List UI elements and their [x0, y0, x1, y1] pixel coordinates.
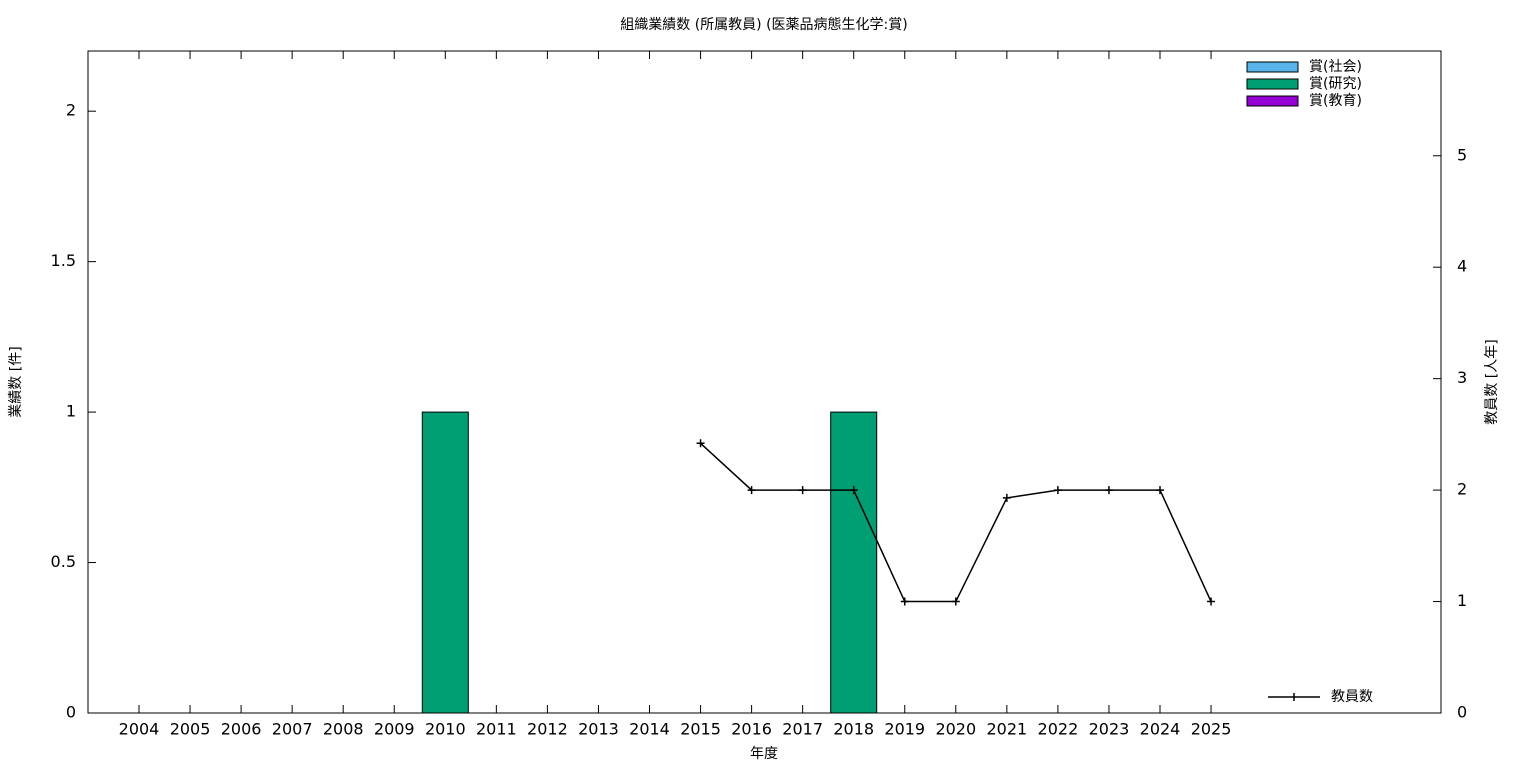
x-tick-label: 2018 — [833, 720, 874, 739]
x-tick-label: 2023 — [1089, 720, 1130, 739]
y-tick-label: 1 — [66, 402, 76, 421]
x-tick-label: 2005 — [170, 720, 211, 739]
y2-tick-label: 3 — [1457, 368, 1467, 387]
x-tick-label: 2004 — [119, 720, 160, 739]
point — [747, 486, 756, 495]
y2-tick-label: 0 — [1457, 703, 1467, 722]
x-tick-label: 2007 — [272, 720, 313, 739]
point — [1104, 486, 1113, 495]
x-tick-label: 2022 — [1038, 720, 1079, 739]
x-tick-label: 2013 — [578, 720, 619, 739]
y-tick-label: 0 — [66, 703, 76, 722]
point — [1156, 486, 1164, 495]
x-tick-label: 2016 — [731, 720, 772, 739]
line — [700, 442, 1212, 603]
x-axis-label: 年度 — [750, 746, 778, 762]
point — [900, 597, 909, 606]
y2-tick-label: 2 — [1457, 480, 1467, 499]
y2-axis-label: 教員数 [人年] — [1484, 339, 1500, 424]
x-tick-label: 2020 — [935, 720, 976, 739]
point — [1053, 486, 1062, 495]
x-tick-label: 2012 — [527, 720, 568, 739]
point — [1207, 597, 1216, 606]
y2-tick-label: 1 — [1457, 591, 1467, 610]
legend-label: 教員数 — [1331, 689, 1373, 705]
y-axis-label: 業績数 [件] — [8, 346, 24, 417]
point — [951, 597, 960, 606]
x-tick-label: 2015 — [680, 720, 721, 739]
x-tick-label: 2025 — [1191, 720, 1232, 739]
y2-tick-label: 5 — [1457, 145, 1467, 164]
legend-line — [1268, 693, 1320, 701]
bar — [830, 411, 878, 714]
x-tick-label: 2010 — [425, 720, 466, 739]
x-tick-label: 2008 — [323, 720, 364, 739]
y-tick-label: 2 — [66, 101, 76, 120]
legend-label: 賞(社会) — [1309, 59, 1362, 75]
chart-title: 組織業績数 (所属教員) (医薬品病態生化学:賞) — [620, 17, 907, 33]
point — [1002, 493, 1011, 502]
x-tick-label: 2011 — [476, 720, 517, 739]
x-tick-label: 2014 — [629, 720, 670, 739]
x-tick-label: 2019 — [884, 720, 925, 739]
y-tick-label: 1.5 — [51, 251, 76, 270]
x-tick-label: 2017 — [782, 720, 823, 739]
point — [849, 486, 858, 495]
point — [798, 486, 807, 495]
legend-swatch — [1246, 95, 1299, 107]
x-tick-label: 2006 — [221, 720, 262, 739]
legend-swatch — [1246, 78, 1299, 90]
bar — [421, 411, 469, 714]
x-tick-label: 2024 — [1140, 720, 1181, 739]
point — [696, 439, 705, 448]
y2-tick-label: 4 — [1457, 257, 1467, 276]
x-tick-label: 2009 — [374, 720, 415, 739]
y-tick-label: 0.5 — [51, 552, 76, 571]
legend-label: 賞(教育) — [1309, 93, 1362, 109]
plot-frame — [87, 50, 1442, 714]
legend-label: 賞(研究) — [1309, 76, 1362, 92]
x-tick-label: 2021 — [986, 720, 1027, 739]
legend-swatch — [1246, 61, 1299, 73]
